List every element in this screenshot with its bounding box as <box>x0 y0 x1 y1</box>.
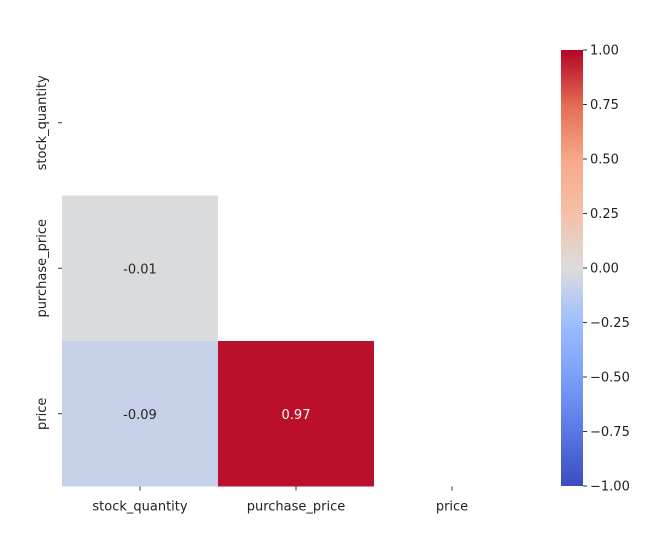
colorbar-tick-label: 1.00 <box>590 44 619 59</box>
x-tick-label: price <box>436 500 468 515</box>
heatmap-cell-price-purchase_price <box>218 341 374 487</box>
cell-value-label: -0.09 <box>123 408 157 423</box>
colorbar-gradient <box>561 50 583 486</box>
heatmap-cell-purchase_price-stock_quantity <box>62 195 218 341</box>
y-tick-label: purchase_price <box>35 219 50 318</box>
colorbar-tick-label: 0.25 <box>590 207 619 222</box>
colorbar-tick-label: −0.50 <box>590 371 630 386</box>
x-tick-label: stock_quantity <box>92 500 188 515</box>
x-tick-label: purchase_price <box>247 500 346 515</box>
colorbar-tick-label: 0.00 <box>590 262 619 277</box>
colorbar: 1.00 0.75 0.50 0.25 0.00 −0.25 −0.50 −0.75 −1.00 <box>561 44 630 495</box>
y-tick-label: stock_quantity <box>35 75 50 171</box>
y-tick-label: price <box>35 398 50 430</box>
heatmap-cell-labels: -0.01 -0.09 0.97 <box>123 262 310 423</box>
cell-value-label: -0.01 <box>123 262 157 277</box>
colorbar-tick-label: 0.75 <box>590 98 619 113</box>
x-axis: stock_quantity purchase_price price <box>92 486 468 515</box>
colorbar-tick-label: −1.00 <box>590 480 630 495</box>
colorbar-tick-label: 0.50 <box>590 153 619 168</box>
heatmap-cell-price-stock_quantity <box>62 341 218 487</box>
colorbar-tick-label: −0.25 <box>590 316 630 331</box>
heatmap-cells <box>62 195 374 487</box>
colorbar-tick-label: −0.75 <box>590 425 630 440</box>
cell-value-label: 0.97 <box>282 408 311 423</box>
